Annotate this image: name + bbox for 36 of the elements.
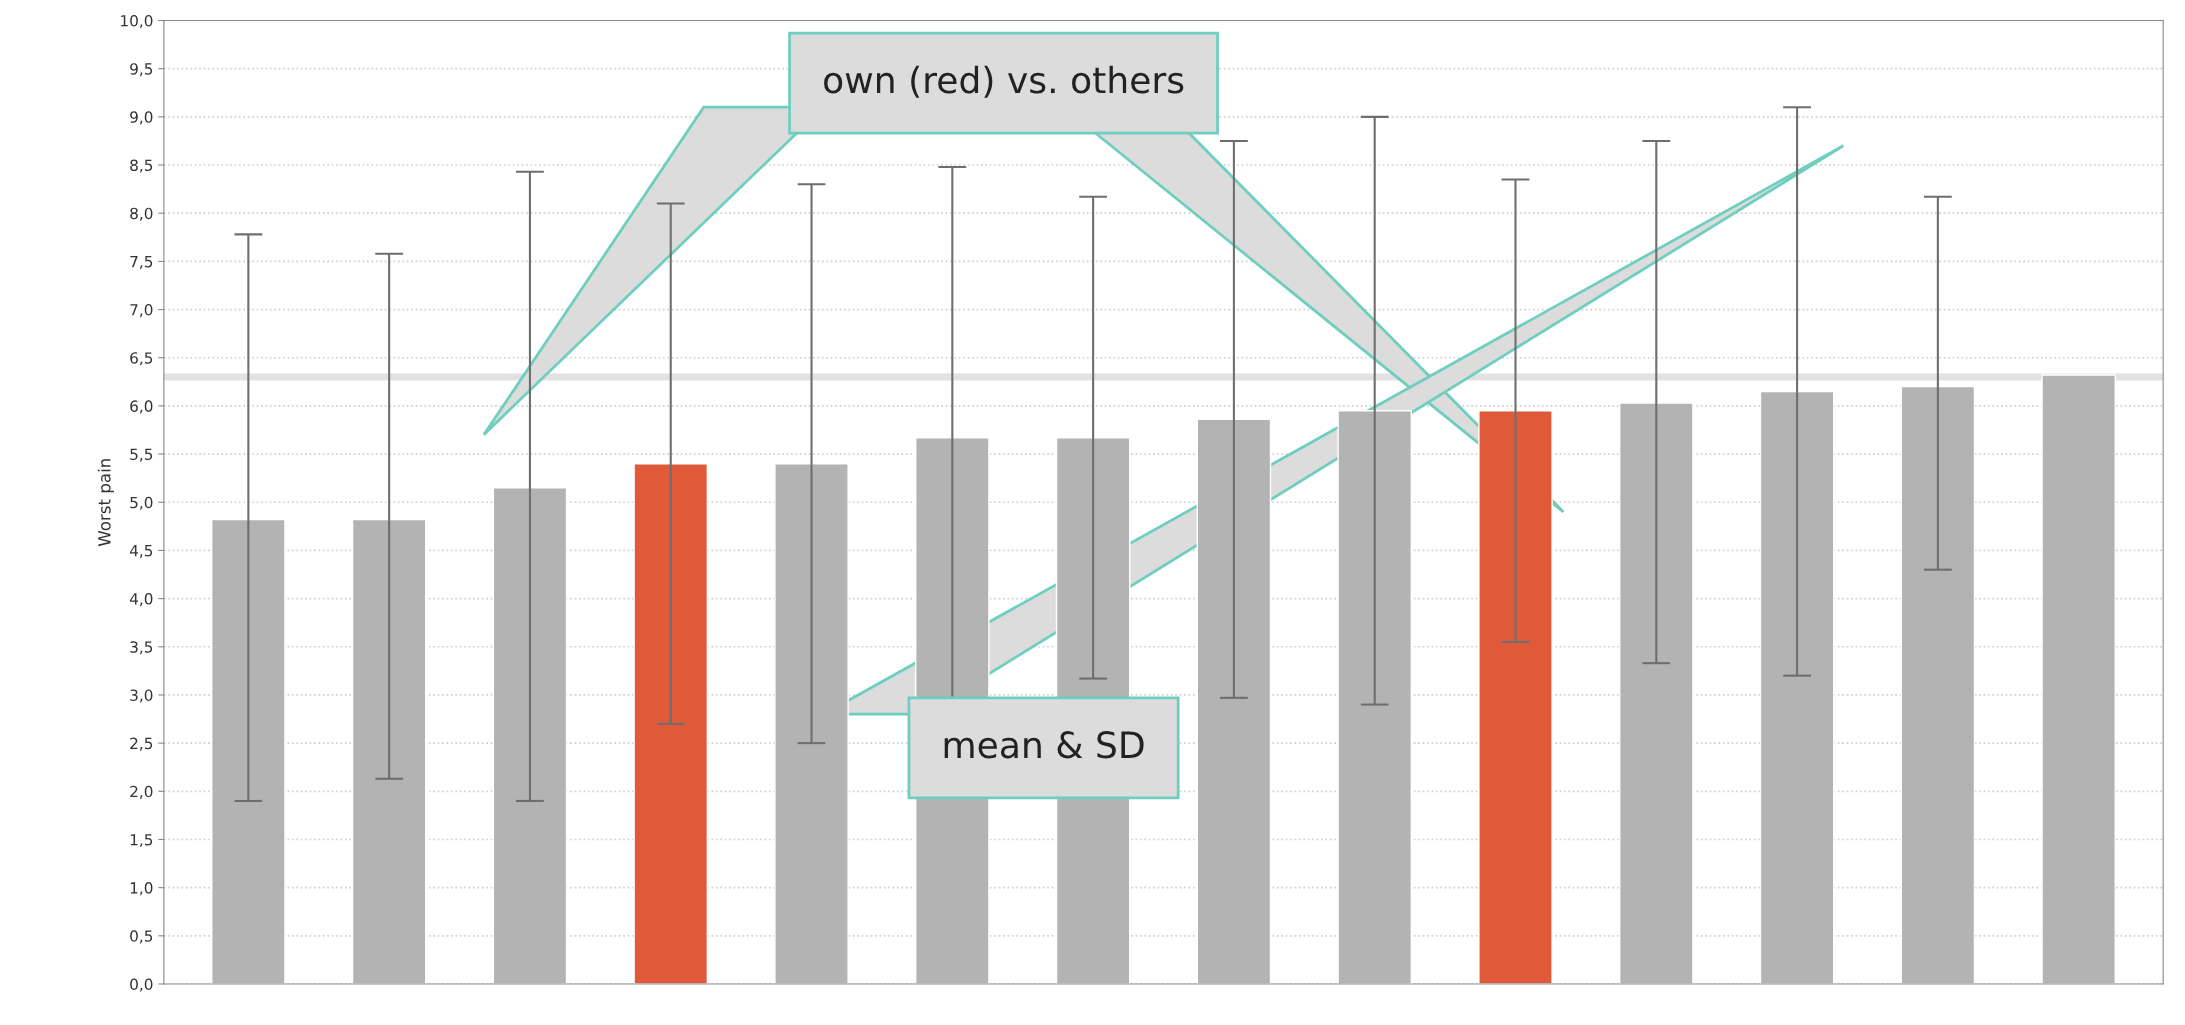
- y-tick-label: 7,0: [130, 304, 153, 318]
- bar: [1759, 390, 1835, 984]
- y-tick-label: 6,0: [130, 400, 153, 414]
- y-axis-title: Worst pain: [97, 459, 114, 547]
- bar: [1618, 402, 1694, 984]
- y-tick-label: 0,5: [130, 930, 153, 944]
- y-tick-label: 10,0: [121, 14, 153, 29]
- y-tick-label: 2,0: [130, 785, 153, 799]
- y-tick-label: 4,5: [129, 545, 153, 559]
- y-tick-label: 5,0: [130, 496, 153, 510]
- bar: [211, 518, 286, 984]
- y-tick-label: 9,0: [130, 111, 153, 125]
- y-tick-label: 9,5: [130, 63, 153, 77]
- bar: [1478, 410, 1553, 984]
- y-tick-label: 8,0: [130, 207, 153, 221]
- annotation: own (red) vs. others: [824, 65, 1184, 98]
- y-tick-label: 6,5: [130, 352, 153, 366]
- annotation: mean & SD: [944, 731, 1144, 759]
- y-tick-label: 1,0: [130, 882, 153, 896]
- y-tick-label: 1,5: [130, 834, 153, 848]
- bar: [774, 463, 849, 984]
- bar: [492, 487, 568, 984]
- y-tick-label: 3,5: [130, 641, 153, 655]
- y-tick-label: 5,5: [130, 448, 153, 462]
- bar: [2041, 374, 2116, 984]
- y-tick-label: 0,0: [130, 978, 153, 992]
- bar: [1900, 385, 1976, 984]
- bar: [1196, 418, 1272, 984]
- bar: [351, 518, 427, 984]
- y-tick-label: 7,5: [130, 256, 153, 269]
- y-tick-label: 2,5: [130, 737, 153, 751]
- y-tick-label: 4,0: [129, 593, 153, 607]
- bar: [1337, 410, 1413, 984]
- bar: [633, 463, 709, 984]
- y-tick-label: 3,0: [130, 689, 153, 703]
- y-tick-label: 8,5: [130, 159, 153, 173]
